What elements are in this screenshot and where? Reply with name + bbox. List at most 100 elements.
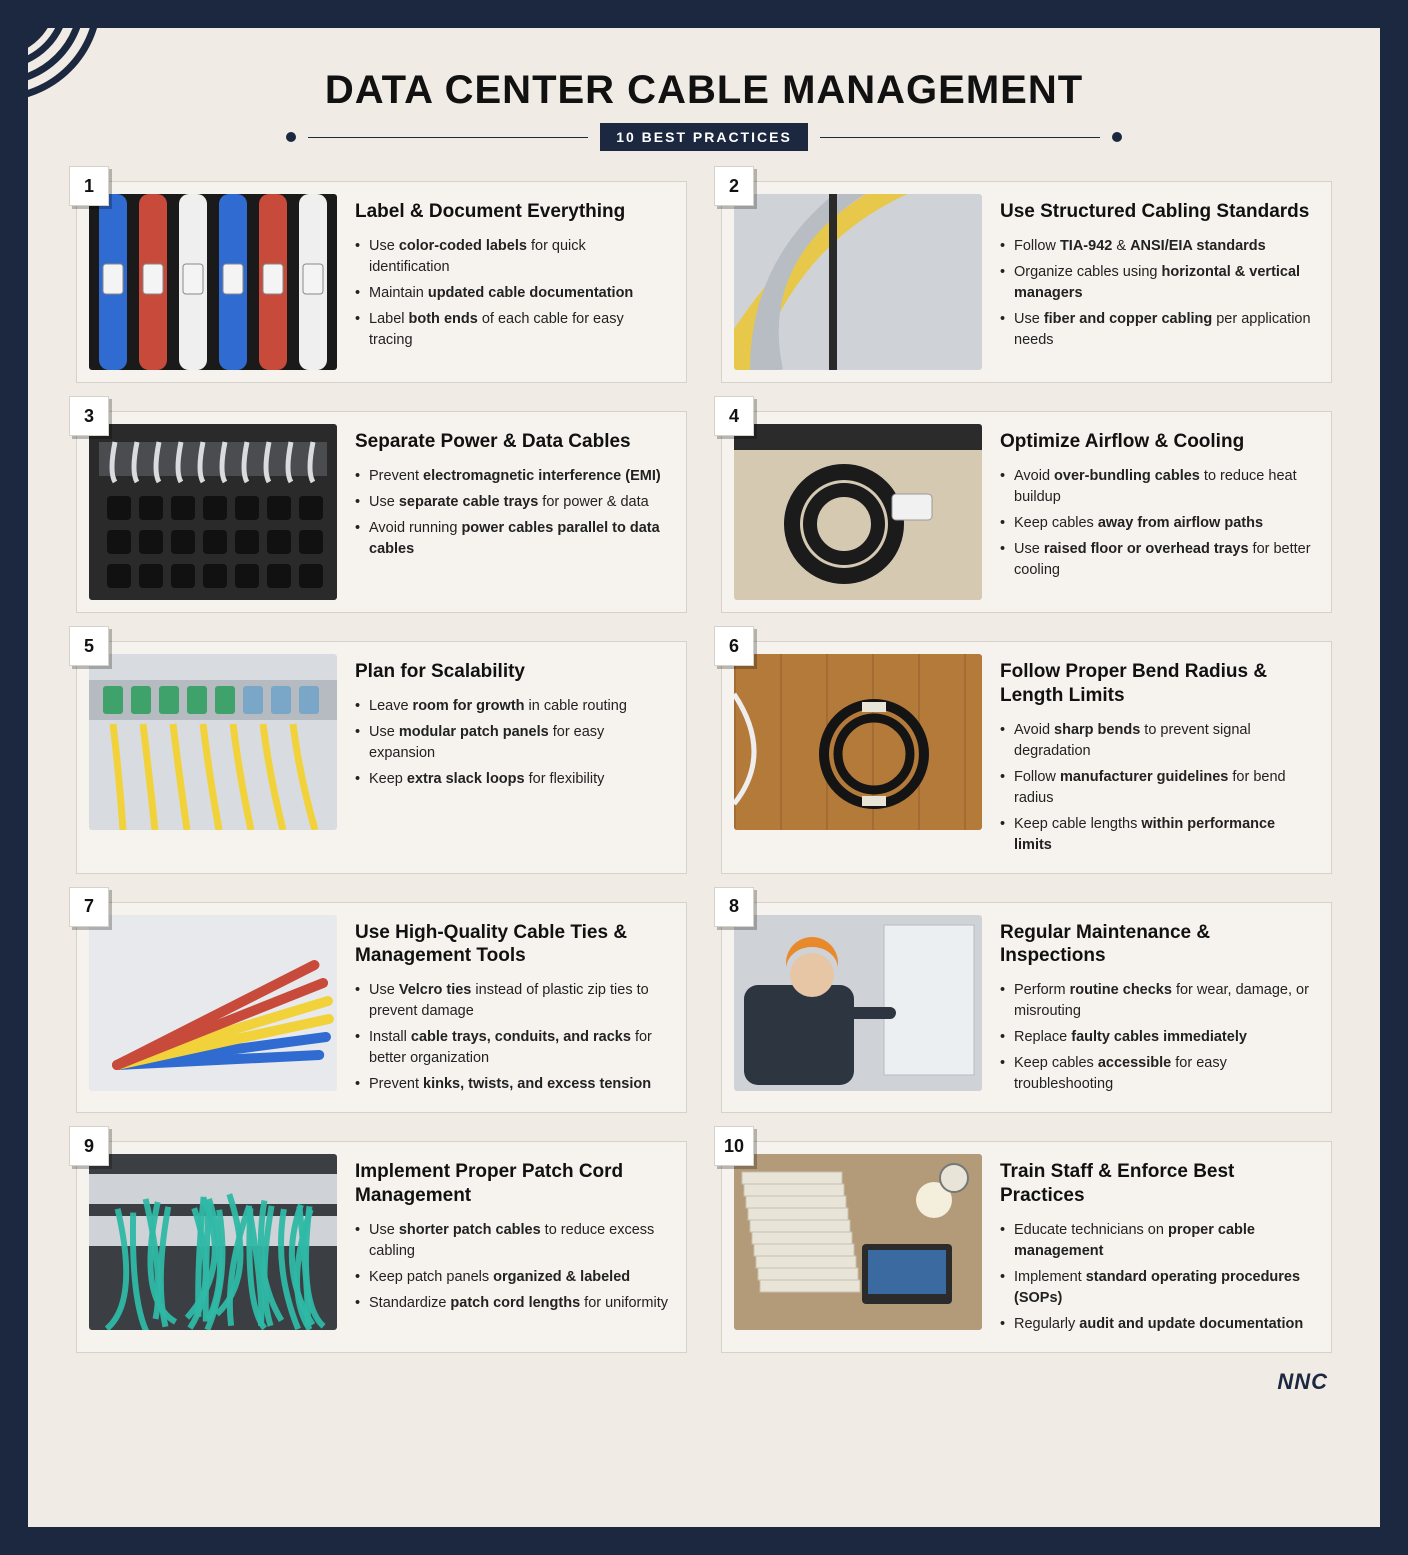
card-number-badge: 9 <box>69 1126 109 1166</box>
divider-dot <box>1112 132 1122 142</box>
card-bullets: Follow TIA-942 & ANSI/EIA standards Organ… <box>1000 236 1313 351</box>
card-title: Separate Power & Data Cables <box>355 430 668 454</box>
card-number-badge: 2 <box>714 166 754 206</box>
card-bullets: Use color-coded labels for quick identif… <box>355 236 668 351</box>
card-thumbnail <box>89 194 337 370</box>
divider-line <box>308 137 588 138</box>
card-bullet: Keep cables accessible for easy troubles… <box>1000 1053 1313 1095</box>
card-number-badge: 10 <box>714 1126 754 1166</box>
card-title: Regular Maintenance & Inspections <box>1000 921 1313 969</box>
card-bullet: Implement standard operating procedures … <box>1000 1267 1313 1309</box>
card-number-badge: 8 <box>714 887 754 927</box>
card-bullet: Follow manufacturer guidelines for bend … <box>1000 767 1313 809</box>
header: DATA CENTER CABLE MANAGEMENT 10 BEST PRA… <box>76 68 1332 151</box>
card-thumbnail <box>89 654 337 830</box>
divider-dot <box>286 132 296 142</box>
card-bullet: Prevent kinks, twists, and excess tensio… <box>355 1074 668 1095</box>
card-title: Use Structured Cabling Standards <box>1000 200 1313 224</box>
practice-card: 2Use Structured Cabling StandardsFollow … <box>721 181 1332 383</box>
footer-logo: NNC <box>76 1369 1332 1395</box>
card-bullets: Perform routine checks for wear, damage,… <box>1000 980 1313 1095</box>
card-thumbnail <box>734 654 982 830</box>
card-bullet: Prevent electromagnetic interference (EM… <box>355 466 668 487</box>
card-thumbnail <box>734 1154 982 1330</box>
card-bullet: Use color-coded labels for quick identif… <box>355 236 668 278</box>
card-body: Separate Power & Data Cables Prevent elec… <box>355 424 674 600</box>
card-number-badge: 1 <box>69 166 109 206</box>
practice-card: 5Plan for ScalabilityLeave room for grow… <box>76 641 687 874</box>
card-bullet: Educate technicians on proper cable mana… <box>1000 1220 1313 1262</box>
card-thumbnail <box>734 915 982 1091</box>
card-bullet: Regularly audit and update documentation <box>1000 1314 1313 1335</box>
cards-grid: 1Label & Document EverythingUse color-co… <box>76 181 1332 1353</box>
card-title: Plan for Scalability <box>355 660 668 684</box>
card-thumbnail <box>734 424 982 600</box>
corner-decoration <box>28 28 168 168</box>
card-bullets: Educate technicians on proper cable mana… <box>1000 1220 1313 1335</box>
card-title: Optimize Airflow & Cooling <box>1000 430 1313 454</box>
card-thumbnail <box>89 1154 337 1330</box>
practice-card: 1Label & Document EverythingUse color-co… <box>76 181 687 383</box>
card-bullet: Keep patch panels organized & labeled <box>355 1267 668 1288</box>
card-body: Use High-Quality Cable Ties & Management… <box>355 915 674 1101</box>
practice-card: 10Train Staff & Enforce Best PracticesEd… <box>721 1141 1332 1353</box>
card-body: Optimize Airflow & Cooling Avoid over-bun… <box>1000 424 1319 600</box>
card-bullet: Use shorter patch cables to reduce exces… <box>355 1220 668 1262</box>
divider-line <box>820 137 1100 138</box>
card-bullet: Follow TIA-942 & ANSI/EIA standards <box>1000 236 1313 257</box>
card-bullet: Replace faulty cables immediately <box>1000 1027 1313 1048</box>
card-number-badge: 5 <box>69 626 109 666</box>
card-bullet: Use Velcro ties instead of plastic zip t… <box>355 980 668 1022</box>
card-body: Label & Document Everything Use color-cod… <box>355 194 674 370</box>
card-title: Implement Proper Patch Cord Management <box>355 1160 668 1208</box>
card-title: Label & Document Everything <box>355 200 668 224</box>
practice-card: 4Optimize Airflow & CoolingAvoid over-bu… <box>721 411 1332 613</box>
practice-card: 8Regular Maintenance & InspectionsPerfor… <box>721 902 1332 1114</box>
practice-card: 6Follow Proper Bend Radius & Length Limi… <box>721 641 1332 874</box>
card-number-badge: 7 <box>69 887 109 927</box>
practice-card: 9Implement Proper Patch Cord ManagementU… <box>76 1141 687 1353</box>
card-title: Follow Proper Bend Radius & Length Limit… <box>1000 660 1313 708</box>
card-bullet: Use raised floor or overhead trays for b… <box>1000 539 1313 581</box>
card-number-badge: 3 <box>69 396 109 436</box>
page: DATA CENTER CABLE MANAGEMENT 10 BEST PRA… <box>28 28 1380 1527</box>
card-bullet: Avoid over-bundling cables to reduce hea… <box>1000 466 1313 508</box>
card-title: Use High-Quality Cable Ties & Management… <box>355 921 668 969</box>
practice-card: 7Use High-Quality Cable Ties & Managemen… <box>76 902 687 1114</box>
card-bullets: Prevent electromagnetic interference (EM… <box>355 466 668 560</box>
subtitle-pill: 10 BEST PRACTICES <box>600 123 808 151</box>
card-body: Regular Maintenance & Inspections Perform… <box>1000 915 1319 1101</box>
card-bullet: Keep cables away from airflow paths <box>1000 513 1313 534</box>
card-bullet: Use modular patch panels for easy expans… <box>355 722 668 764</box>
card-number-badge: 4 <box>714 396 754 436</box>
card-bullets: Use shorter patch cables to reduce exces… <box>355 1220 668 1314</box>
card-bullets: Avoid over-bundling cables to reduce hea… <box>1000 466 1313 581</box>
card-thumbnail <box>734 194 982 370</box>
card-bullet: Label both ends of each cable for easy t… <box>355 309 668 351</box>
practice-card: 3Separate Power & Data CablesPrevent ele… <box>76 411 687 613</box>
card-body: Follow Proper Bend Radius & Length Limit… <box>1000 654 1319 861</box>
card-body: Implement Proper Patch Cord Management Us… <box>355 1154 674 1340</box>
card-bullet: Install cable trays, conduits, and racks… <box>355 1027 668 1069</box>
card-bullet: Avoid sharp bends to prevent signal degr… <box>1000 720 1313 762</box>
card-title: Train Staff & Enforce Best Practices <box>1000 1160 1313 1208</box>
card-bullets: Use Velcro ties instead of plastic zip t… <box>355 980 668 1095</box>
page-title: DATA CENTER CABLE MANAGEMENT <box>76 68 1332 113</box>
card-bullet: Keep cable lengths within performance li… <box>1000 814 1313 856</box>
card-bullet: Avoid running power cables parallel to d… <box>355 518 668 560</box>
card-bullet: Use fiber and copper cabling per applica… <box>1000 309 1313 351</box>
card-bullet: Maintain updated cable documentation <box>355 283 668 304</box>
card-bullet: Organize cables using horizontal & verti… <box>1000 262 1313 304</box>
card-number-badge: 6 <box>714 626 754 666</box>
card-bullet: Leave room for growth in cable routing <box>355 696 668 717</box>
card-bullet: Standardize patch cord lengths for unifo… <box>355 1293 668 1314</box>
card-body: Train Staff & Enforce Best Practices Educ… <box>1000 1154 1319 1340</box>
card-bullets: Leave room for growth in cable routing Us… <box>355 696 668 790</box>
subtitle-row: 10 BEST PRACTICES <box>76 123 1332 151</box>
card-bullet: Use separate cable trays for power & dat… <box>355 492 668 513</box>
card-thumbnail <box>89 915 337 1091</box>
card-bullet: Perform routine checks for wear, damage,… <box>1000 980 1313 1022</box>
card-body: Use Structured Cabling Standards Follow T… <box>1000 194 1319 370</box>
card-bullet: Keep extra slack loops for flexibility <box>355 769 668 790</box>
card-body: Plan for Scalability Leave room for growt… <box>355 654 674 861</box>
